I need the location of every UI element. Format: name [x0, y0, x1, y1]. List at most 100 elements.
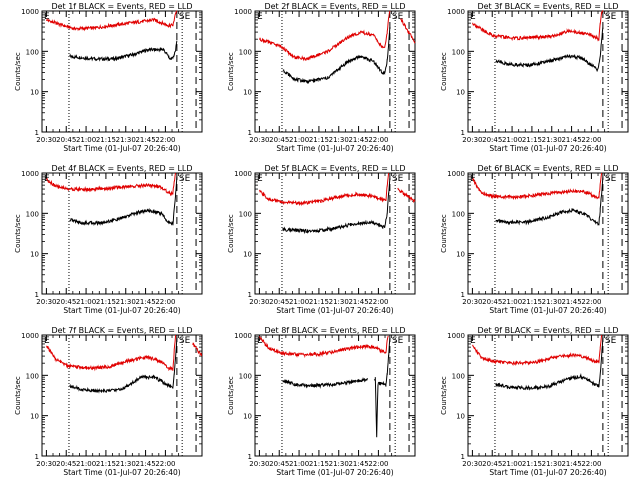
- chart-title: Det 1f BLACK = Events, RED = LLD: [51, 2, 192, 11]
- x-tick-label: 22:00: [581, 298, 601, 306]
- y-tick-label: 100: [26, 48, 39, 56]
- x-tick-label: 21:00: [502, 298, 522, 306]
- y-tick-label: 1: [35, 129, 39, 137]
- x-tick-label: 20:30: [249, 136, 269, 144]
- x-axis-label: Start Time (01-Jul-07 20:26:40): [63, 468, 180, 477]
- chart-panel: Det 7f BLACK = Events, RED = LLD 1 10 100 10…: [14, 326, 203, 477]
- y-axis-label: Counts/sec: [227, 214, 235, 253]
- chart-title: Det 5f BLACK = Events, RED = LLD: [264, 164, 405, 173]
- chart-title: Det 2f BLACK = Events, RED = LLD: [264, 2, 405, 11]
- x-axis-label: Start Time (01-Jul-07 20:26:40): [63, 144, 180, 153]
- y-tick-label: 1000: [447, 332, 465, 340]
- events-series-line: [495, 27, 604, 73]
- y-tick-label: 1000: [21, 170, 39, 178]
- chart-panel: Det 5f BLACK = Events, RED = LLD 1 10 100 10…: [227, 164, 416, 315]
- x-tick-label: 20:30: [462, 136, 482, 144]
- plot-frame: [41, 334, 203, 457]
- events-series-line: [495, 337, 604, 391]
- y-axis-label: Counts/sec: [440, 376, 448, 415]
- x-tick-label: 21:00: [289, 460, 309, 468]
- chart-panel: Det 4f BLACK = Events, RED = LLD 1 10 100 10…: [14, 164, 203, 315]
- x-axis-label: Start Time (01-Jul-07 20:26:40): [63, 306, 180, 315]
- chart-panel: Det 1f BLACK = Events, RED = LLD 1 10 100 10…: [14, 2, 203, 153]
- y-tick-label: 1000: [447, 8, 465, 16]
- lld-series-line: [46, 172, 177, 197]
- annotation-e: E: [44, 12, 50, 22]
- chart-panel: Det 8f BLACK = Events, RED = LLD 1 10 100 10…: [227, 326, 416, 477]
- x-tick-label: 20:30: [36, 460, 56, 468]
- y-tick-label: 100: [239, 372, 252, 380]
- lld-series-line: [46, 334, 177, 372]
- y-tick-label: 1: [248, 453, 252, 461]
- lld-series-line: [192, 342, 203, 357]
- x-tick-label: 21:45: [561, 298, 581, 306]
- y-tick-label: 10: [456, 413, 465, 421]
- x-tick-label: 21:45: [561, 136, 581, 144]
- x-tick-label: 22:00: [368, 298, 388, 306]
- x-tick-label: 20:45: [56, 460, 76, 468]
- y-tick-label: 100: [239, 48, 252, 56]
- x-tick-label: 20:45: [56, 136, 76, 144]
- chart-panel: Det 3f BLACK = Events, RED = LLD 1 10 100 10…: [440, 2, 629, 153]
- x-tick-label: 21:30: [329, 136, 349, 144]
- annotation-se: SE: [179, 12, 191, 22]
- y-tick-label: 1: [248, 291, 252, 299]
- x-tick-label: 21:30: [329, 298, 349, 306]
- y-tick-label: 1: [248, 129, 252, 137]
- x-tick-label: 21:15: [309, 460, 329, 468]
- annotation-e: E: [257, 174, 263, 184]
- y-tick-label: 1000: [447, 170, 465, 178]
- y-tick-label: 1: [461, 453, 465, 461]
- x-tick-label: 21:00: [289, 298, 309, 306]
- annotation-se: SE: [605, 336, 617, 346]
- events-series-line: [282, 26, 391, 85]
- x-tick-label: 21:45: [135, 298, 155, 306]
- lld-series-line: [46, 10, 178, 32]
- y-axis-label: Counts/sec: [14, 214, 22, 253]
- y-tick-label: 10: [243, 251, 252, 259]
- plot-frame: [467, 10, 629, 133]
- x-tick-label: 20:45: [482, 298, 502, 306]
- chart-panel: Det 9f BLACK = Events, RED = LLD 1 10 100 10…: [440, 326, 629, 477]
- x-tick-label: 20:45: [269, 460, 289, 468]
- x-tick-label: 22:00: [155, 460, 175, 468]
- x-tick-label: 22:00: [581, 460, 601, 468]
- panel-grid: Det 1f BLACK = Events, RED = LLD 1 10 100 10…: [14, 2, 629, 477]
- x-tick-label: 20:45: [482, 136, 502, 144]
- x-tick-label: 20:30: [249, 298, 269, 306]
- y-tick-label: 1: [461, 129, 465, 137]
- x-axis-label: Start Time (01-Jul-07 20:26:40): [276, 144, 393, 153]
- x-tick-label: 21:00: [76, 298, 96, 306]
- chart-title: Det 4f BLACK = Events, RED = LLD: [51, 164, 192, 173]
- y-tick-label: 100: [452, 48, 465, 56]
- x-tick-label: 21:15: [96, 136, 116, 144]
- annotation-se: SE: [179, 174, 191, 184]
- y-tick-label: 1: [461, 291, 465, 299]
- x-tick-label: 21:15: [96, 298, 116, 306]
- x-tick-label: 22:00: [581, 136, 601, 144]
- y-axis-label: Counts/sec: [14, 52, 22, 91]
- y-tick-label: 100: [452, 372, 465, 380]
- x-tick-label: 20:45: [482, 460, 502, 468]
- x-tick-label: 22:00: [368, 136, 388, 144]
- x-tick-label: 20:45: [269, 136, 289, 144]
- chart-title: Det 3f BLACK = Events, RED = LLD: [477, 2, 618, 11]
- y-tick-label: 10: [456, 89, 465, 97]
- x-tick-label: 22:00: [155, 136, 175, 144]
- y-axis-label: Counts/sec: [440, 214, 448, 253]
- chart-panel: Det 6f BLACK = Events, RED = LLD 1 10 100 10…: [440, 164, 629, 315]
- x-tick-label: 20:30: [249, 460, 269, 468]
- chart-title: Det 6f BLACK = Events, RED = LLD: [477, 164, 618, 173]
- events-series-line: [495, 177, 604, 226]
- x-tick-label: 21:00: [502, 136, 522, 144]
- events-series-line: [69, 176, 178, 227]
- events-series-line: [69, 40, 178, 62]
- x-tick-label: 21:45: [348, 136, 368, 144]
- lld-series-line: [259, 10, 391, 62]
- x-tick-label: 20:30: [36, 298, 56, 306]
- x-tick-label: 21:15: [522, 460, 542, 468]
- annotation-e: E: [470, 336, 476, 346]
- lld-series-line: [259, 335, 389, 359]
